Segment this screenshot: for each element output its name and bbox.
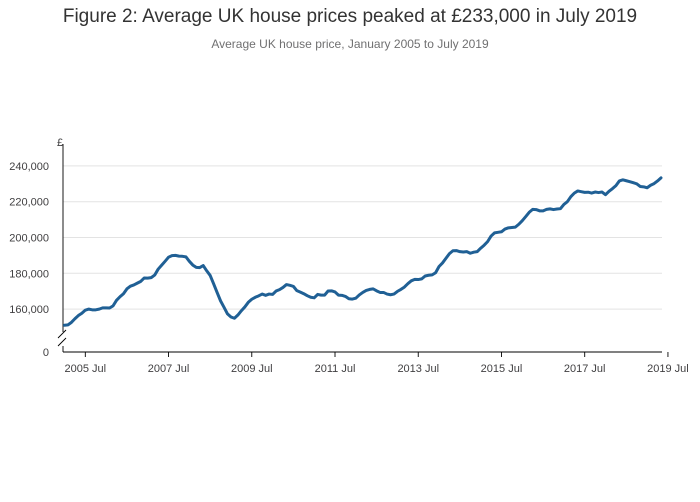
axis-break-slash <box>57 337 67 347</box>
x-tick-labels: 2005 Jul 2007 Jul 2009 Jul 2011 Jul 2013 Jul… <box>65 352 689 375</box>
y-tick-label: 220,000 <box>9 197 49 209</box>
y-axis-label: £ <box>57 137 63 149</box>
x-tick-label: 2009 Jul <box>231 363 273 375</box>
axis-break-slash <box>57 329 67 339</box>
gridlines <box>63 165 662 310</box>
axes <box>56 144 662 353</box>
x-tick-label: 2007 Jul <box>148 363 190 375</box>
y-tick-label: 0 <box>43 347 49 359</box>
y-tick-label: 160,000 <box>9 304 49 316</box>
chart-title: Figure 2: Average UK house prices peaked… <box>62 6 638 27</box>
x-tick-label: 2019 Jul <box>647 363 689 375</box>
series-layer <box>63 176 663 327</box>
x-tick-label: 2005 Jul <box>65 363 107 375</box>
chart-subtitle: Average UK house price, January 2005 to … <box>211 37 489 51</box>
x-tick-label: 2017 Jul <box>564 363 606 375</box>
axis-break-marker <box>56 329 70 347</box>
y-tick-label: 180,000 <box>9 268 49 280</box>
y-tick-label: 240,000 <box>9 161 49 173</box>
axis-break-gap <box>56 332 70 346</box>
house-price-line <box>63 176 663 327</box>
y-tick-label: 200,000 <box>9 233 49 245</box>
x-tick-label: 2011 Jul <box>315 363 356 375</box>
y-tick-labels: 0 160,000 180,000 200,000 220,000 240,000 <box>9 161 49 359</box>
x-tick-label: 2015 Jul <box>481 363 523 375</box>
x-tick-label: 2013 Jul <box>397 363 439 375</box>
